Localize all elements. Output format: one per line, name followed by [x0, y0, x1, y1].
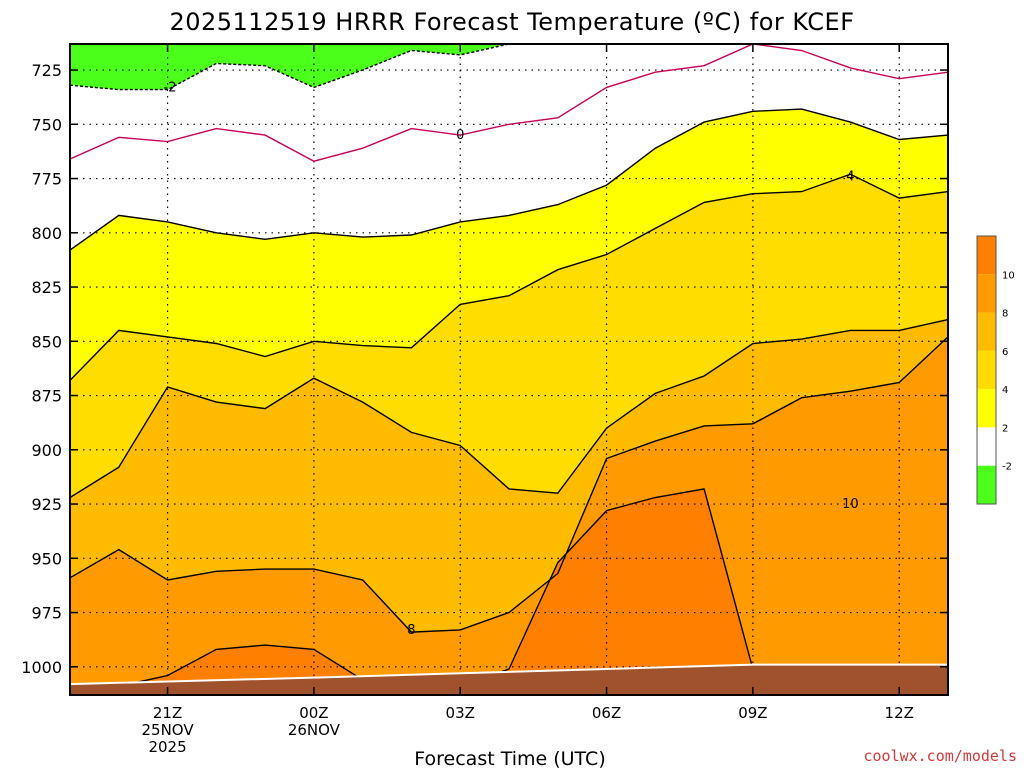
contour-0: [69, 43, 949, 162]
colorbar-band--4: [977, 465, 996, 504]
x-tick-label-03Z-0: 03Z: [446, 704, 475, 722]
x-tick-label-21Z-2: 2025: [148, 738, 186, 756]
colorbar-band-4: [977, 350, 996, 390]
colorbar-band-10: [977, 236, 996, 275]
colorbar-label-10: 10: [1002, 270, 1015, 281]
colorbar-band--2: [977, 427, 996, 466]
colorbar-band-8: [977, 274, 996, 313]
source-credit[interactable]: coolwx.com/models: [863, 747, 1017, 765]
colorbar-band-6: [977, 312, 996, 351]
contour-2: [69, 108, 949, 251]
y-tick-label-875: 875: [31, 387, 62, 406]
contour-label-4: 4: [846, 169, 854, 184]
contour-4: [69, 173, 949, 381]
y-tick-label-750: 750: [31, 115, 62, 134]
colorbar-label-6: 6: [1002, 347, 1008, 358]
contour-8: [69, 336, 949, 633]
band-below--2: [70, 44, 509, 90]
y-tick-label-775: 775: [31, 170, 62, 189]
y-tick-label-825: 825: [31, 278, 62, 297]
x-tick-label-09Z-0: 09Z: [738, 704, 767, 722]
contour-label-10: 10: [842, 497, 859, 512]
contour-labels: -2 0 4 8 10: [164, 80, 859, 638]
y-tick-label-800: 800: [31, 224, 62, 243]
y-tick-label-900: 900: [31, 441, 62, 460]
terrain-edge: [69, 663, 948, 686]
contour-6: [69, 318, 949, 499]
terrain-surface: [69, 663, 948, 695]
x-tick-label-21Z-0: 21Z: [153, 704, 182, 722]
x-tick-label-06Z-0: 06Z: [592, 704, 621, 722]
y-tick-label-850: 850: [31, 332, 62, 351]
contour-label-8: 8: [407, 623, 415, 638]
colorbar-label-2: 2: [1002, 423, 1008, 434]
band-above-10: [70, 488, 948, 695]
plot-frame: [69, 43, 949, 696]
contour-lines: [69, 43, 949, 696]
y-tick-label-725: 725: [31, 61, 62, 80]
contour-label--2: -2: [164, 80, 177, 95]
x-tick-label-00Z-1: 26NOV: [288, 721, 341, 739]
x-tick-label-00Z-0: 00Z: [299, 704, 328, 722]
x-tick-label-21Z-1: 25NOV: [141, 721, 194, 739]
colorbar-band-2: [977, 389, 996, 428]
contour-label-0: 0: [456, 128, 464, 143]
terrain-fill: [70, 664, 948, 695]
colorbar-legend: -2 2 4 6 8 10: [976, 235, 1015, 505]
x-axis-label: Forecast Time (UTC): [414, 748, 605, 768]
colorbar-label-4: 4: [1002, 385, 1008, 396]
colorbar-frame: [976, 235, 997, 505]
chart-title: 2025112519 HRRR Forecast Temperature (ºC…: [169, 8, 854, 36]
grid-lines: [70, 44, 948, 695]
colorbar-label--2: -2: [1002, 462, 1012, 473]
y-tick-label-950: 950: [31, 549, 62, 568]
plot-area: [70, 44, 948, 696]
x-tick-label-12Z-0: 12Z: [885, 704, 914, 722]
y-tick-label-975: 975: [31, 604, 62, 623]
y-tick-label-1000: 1000: [21, 658, 62, 677]
colorbar-label-8: 8: [1002, 309, 1008, 320]
y-tick-label-925: 925: [31, 495, 62, 514]
y-axis: 725 750 775 800 825 850 875 900 925 950 975 1000: [21, 61, 948, 677]
